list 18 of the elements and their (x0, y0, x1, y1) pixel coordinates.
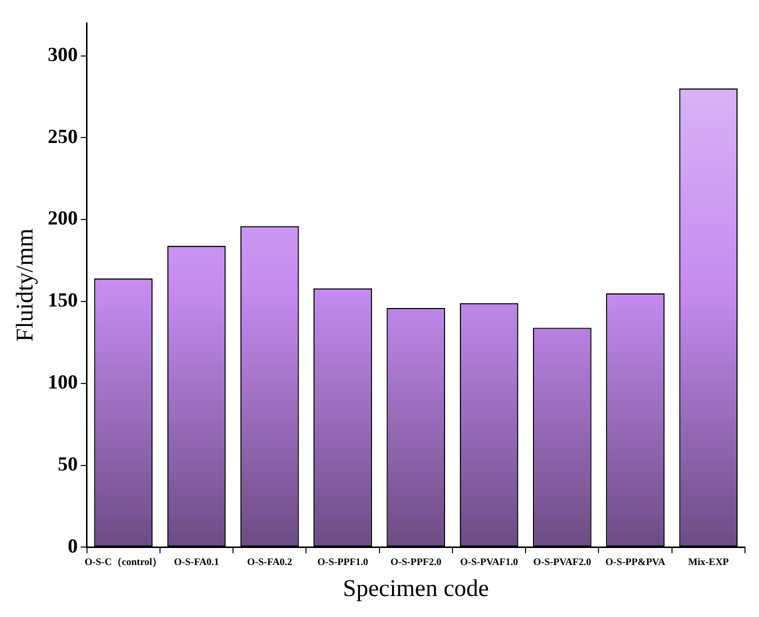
x-tick-label: O-S-FA0.1 (174, 556, 220, 568)
x-axis-title: Specimen code (342, 576, 489, 602)
x-tick-label: O-S-PPF2.0 (390, 556, 442, 568)
x-tick-label: Mix-EXP (688, 556, 729, 568)
y-tick-label: 250 (48, 126, 78, 148)
x-tick-label: O-S-C（control） (84, 556, 162, 568)
y-tick-label: 150 (48, 290, 78, 312)
x-tick-label: O-S-FA0.2 (247, 556, 292, 568)
y-tick-label: 100 (48, 372, 78, 394)
y-tick-label: 300 (48, 44, 78, 66)
y-tick-label: 200 (48, 208, 78, 230)
x-tick-label: O-S-PVAF1.0 (460, 556, 518, 568)
y-tick-label: 50 (58, 453, 78, 476)
x-tick-label: O-S-PPF1.0 (317, 556, 368, 568)
y-tick-label: 0 (68, 535, 78, 558)
x-tick-label: O-S-PP&PVA (605, 556, 666, 568)
x-tick-label: O-S-PVAF2.0 (533, 556, 592, 568)
y-axis-title: Fluidty/mm (12, 228, 39, 342)
